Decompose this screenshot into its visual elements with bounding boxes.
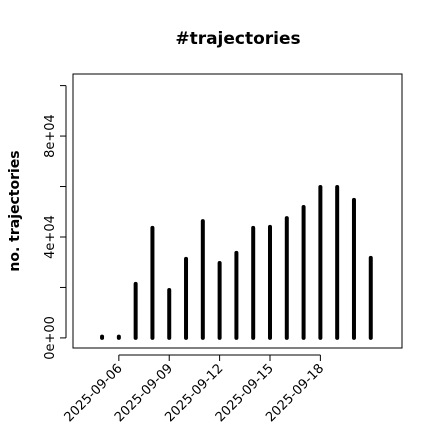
y-tick-label: 4e+04 xyxy=(43,215,58,259)
y-axis-label: no. trajectories xyxy=(7,150,23,271)
y-tick-label: 8e+04 xyxy=(43,114,58,158)
chart-title: #trajectories xyxy=(175,29,300,49)
y-tick-label: 0e+00 xyxy=(43,316,58,360)
plot-frame xyxy=(72,73,403,349)
